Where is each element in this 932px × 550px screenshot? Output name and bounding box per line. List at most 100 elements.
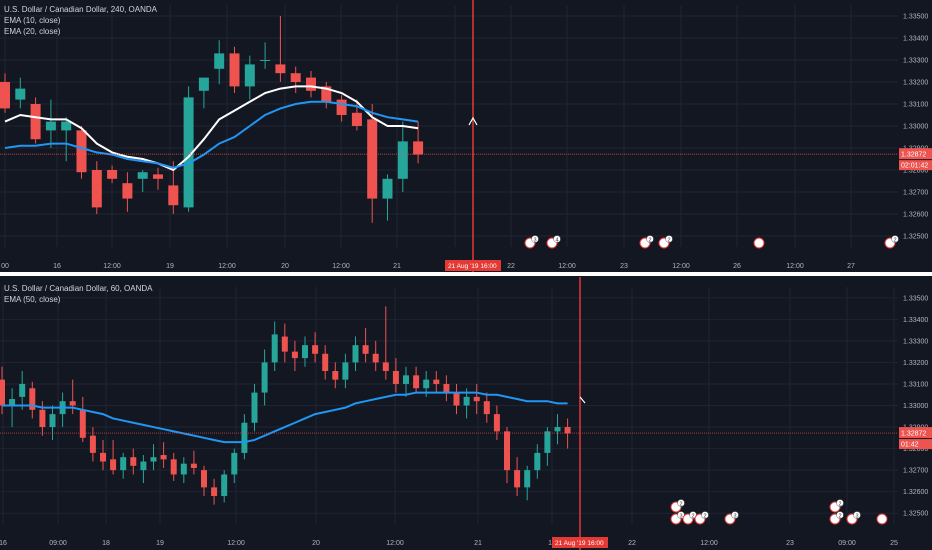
forecast-arrow[interactable]	[579, 396, 586, 404]
candle-body	[39, 409, 46, 428]
x-axis-tick-label: 20	[312, 540, 320, 547]
y-axis-tick-label: 1.33200	[903, 80, 928, 87]
x-axis-tick-label: 16	[0, 540, 7, 547]
countdown-box	[899, 160, 932, 171]
y-axis-tick-label: 1.32800	[903, 446, 928, 453]
date-marker-label: 21 Aug '19 16:00	[448, 263, 497, 270]
event-count-label: 2	[839, 502, 842, 508]
candle-body	[413, 141, 424, 155]
candle-body	[524, 470, 531, 488]
candle-body	[433, 379, 440, 384]
x-axis-tick-label: 09:00	[838, 540, 856, 547]
bottom-ema-label: EMA (50, close)	[4, 295, 61, 304]
candle-body	[534, 452, 541, 471]
x-axis-tick-label: 22	[507, 263, 515, 270]
bottom-legend: U.S. Dollar / Canadian Dollar, 60, OANDA…	[4, 283, 153, 305]
candle-body	[229, 53, 240, 87]
candle-body	[397, 141, 408, 179]
y-axis-tick-label: 1.32600	[903, 212, 928, 219]
candle-body	[423, 379, 430, 389]
x-axis-tick-label: 00	[1, 263, 9, 270]
y-axis-tick-label: 1.33500	[903, 14, 928, 21]
candle-body	[140, 461, 147, 471]
event-count-badge	[731, 511, 739, 519]
event-count-label: 2	[704, 514, 707, 520]
candle-body	[69, 401, 76, 406]
y-axis-tick-label: 1.33100	[903, 102, 928, 109]
event-count-badge	[836, 511, 844, 519]
top-ema-label-2: EMA (20, close)	[4, 27, 61, 36]
event-count-label: 2	[894, 238, 897, 244]
x-axis-tick-label: 12:00	[227, 540, 245, 547]
x-axis-tick-label: 23	[786, 540, 794, 547]
candle-body	[107, 170, 118, 179]
y-axis-tick-label: 1.33400	[903, 317, 928, 324]
ema-20-line	[4, 100, 419, 169]
bottom-chart-title: U.S. Dollar / Canadian Dollar, 60, OANDA	[4, 284, 153, 293]
candle-body	[61, 121, 72, 131]
price-label-box	[899, 148, 932, 160]
candle-body	[15, 88, 26, 100]
candle-body	[244, 64, 255, 87]
candle-body	[110, 459, 117, 471]
price-label-box	[899, 427, 932, 439]
event-count-badge	[891, 235, 899, 243]
event-count-badge	[853, 511, 861, 519]
top-chart-title: U.S. Dollar / Canadian Dollar, 240, OAND…	[4, 5, 157, 14]
event-count-label: 2	[649, 238, 652, 244]
candle-body	[322, 353, 329, 372]
candle-body	[352, 345, 359, 363]
candle-body	[130, 457, 137, 466]
event-count-label: 2	[839, 514, 842, 520]
event-flag-icon[interactable]	[753, 237, 765, 249]
event-count-badge	[836, 499, 844, 507]
candle-body	[153, 174, 163, 179]
x-axis-tick-label: 26	[733, 263, 741, 270]
candle-body	[122, 183, 133, 199]
x-axis-tick-label: 16	[53, 263, 61, 270]
event-count-badge	[677, 499, 685, 507]
candle-body	[382, 178, 393, 199]
date-marker-label: 21 Aug '19 16:00	[555, 540, 604, 547]
y-axis-tick-label: 1.33500	[903, 295, 928, 302]
candle-body	[302, 345, 308, 359]
candle-body	[367, 119, 378, 199]
candle-body	[372, 353, 379, 363]
x-axis-tick-label: 21	[474, 540, 482, 547]
y-axis-tick-label: 1.32600	[903, 489, 928, 496]
forecast-arrow[interactable]	[468, 116, 478, 126]
candle-body	[180, 463, 187, 475]
y-axis-tick-label: 1.33300	[903, 58, 928, 65]
top-legend: U.S. Dollar / Canadian Dollar, 240, OAND…	[4, 4, 157, 37]
candle-body	[342, 362, 349, 380]
date-marker-box	[445, 260, 501, 271]
bottom-chart-pane[interactable]: 1.33500 1.33400 1.33300 1.33200 1.33100 1.330…	[0, 277, 932, 550]
candle-body	[554, 427, 561, 432]
candle-body	[261, 362, 268, 393]
candle-body	[281, 336, 288, 352]
price-label: 1.32872	[901, 431, 926, 438]
y-axis-tick-label: 1.33100	[903, 381, 928, 388]
x-axis-tick-label: 19	[166, 263, 174, 270]
candle-body	[231, 452, 238, 475]
candle-body	[251, 392, 258, 423]
candle-body	[260, 60, 271, 61]
candle-body	[30, 104, 41, 140]
countdown-label: 01:42	[901, 442, 919, 449]
candle-body	[271, 334, 278, 363]
candle-body	[321, 86, 332, 102]
pane-separator[interactable]	[0, 272, 932, 276]
candle-body	[290, 73, 301, 82]
event-flag-icon[interactable]	[876, 513, 888, 525]
x-axis-tick-label: 27	[847, 263, 855, 270]
event-count-label: 3	[680, 514, 683, 520]
candle-body	[120, 457, 127, 471]
candle-body	[45, 121, 56, 131]
top-chart-pane[interactable]: 1.33500 1.33400 1.33300 1.33200 1.33100 1.330…	[0, 0, 932, 274]
candle-body	[91, 170, 102, 208]
y-axis-tick-label: 1.33300	[903, 338, 928, 345]
x-axis-tick-label: 12:00	[218, 263, 236, 270]
candle-body	[493, 414, 500, 432]
x-axis-tick-label: 12:00	[103, 263, 121, 270]
